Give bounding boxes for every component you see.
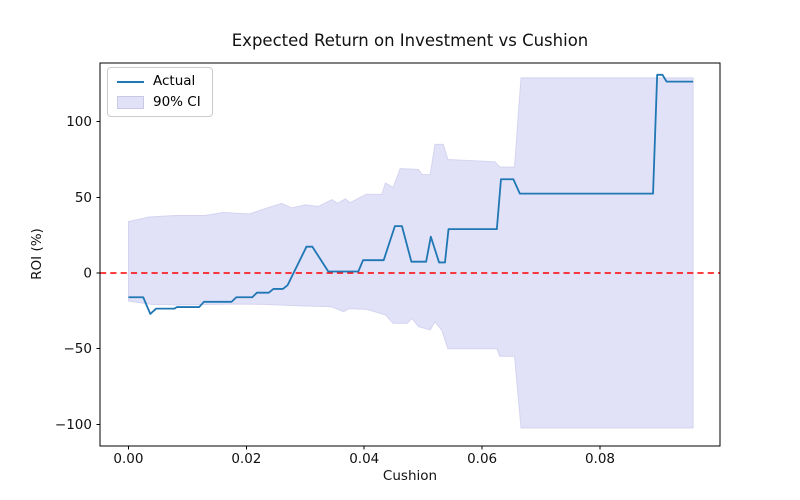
y-tick-label: 100 xyxy=(66,114,92,130)
y-tick-label: 50 xyxy=(75,190,92,206)
y-tick-label: 0 xyxy=(83,266,92,282)
axes-frame xyxy=(99,62,721,447)
actual-line xyxy=(128,73,694,315)
y-tick-label: −100 xyxy=(55,417,92,433)
x-tick-label: 0.04 xyxy=(349,451,379,467)
x-tick-label: 0.08 xyxy=(585,451,615,467)
ci-band xyxy=(127,77,694,429)
ci-patch-swatch xyxy=(117,95,144,109)
chart-title: Expected Return on Investment vs Cushion xyxy=(231,31,589,50)
x-tick-label: 0.06 xyxy=(467,451,497,467)
x-tick-label: 0.02 xyxy=(231,451,261,467)
legend-label-actual: Actual xyxy=(153,73,196,89)
x-tick-label: 0.00 xyxy=(113,451,143,467)
y-axis-label: ROI (%) xyxy=(29,228,45,280)
legend-item-actual: Actual xyxy=(117,73,201,89)
actual-line-swatch xyxy=(117,80,144,83)
x-axis-label: Cushion xyxy=(382,468,438,484)
legend-box: Actual 90% CI xyxy=(107,67,213,117)
legend-item-ci: 90% CI xyxy=(117,93,201,110)
y-tick-label: −50 xyxy=(64,341,93,357)
legend-label-ci: 90% CI xyxy=(153,93,201,110)
